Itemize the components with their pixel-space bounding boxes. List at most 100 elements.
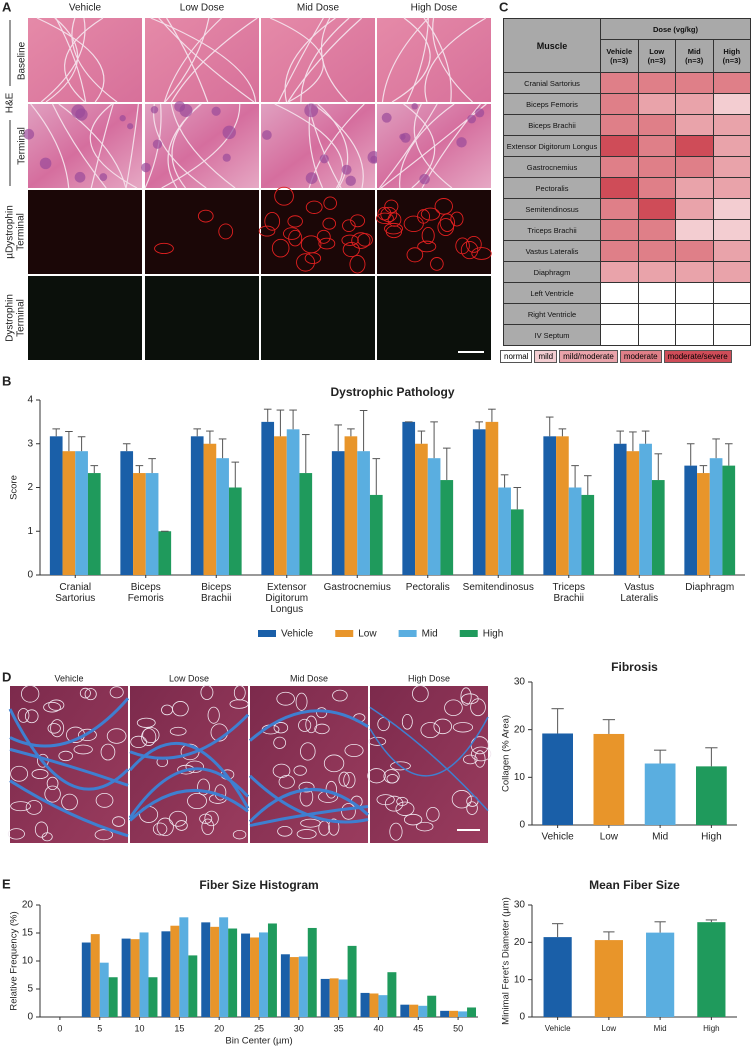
bar [542, 733, 573, 825]
bar [90, 934, 100, 1017]
bar [130, 939, 140, 1017]
fiber [58, 750, 74, 762]
heat-cell [600, 261, 639, 283]
fiber [61, 793, 78, 811]
bar [449, 1010, 459, 1017]
fiber [389, 822, 403, 841]
x-tick-label: 50 [453, 1023, 463, 1033]
x-tick-label: Semitendinosus [463, 582, 534, 593]
bar [639, 443, 652, 575]
tissue-texture [36, 17, 105, 103]
tissue-texture [320, 17, 348, 103]
fiber [377, 717, 390, 732]
row-label: Left Ventricle [503, 282, 601, 304]
bar [485, 421, 499, 575]
tissue-texture [399, 103, 455, 189]
fiber [46, 776, 59, 791]
legend-label: Mid [422, 629, 438, 640]
bar [219, 917, 229, 1017]
fiber [295, 692, 308, 711]
legend-label: High [483, 629, 504, 640]
fiber-outline [450, 211, 464, 227]
bar [344, 436, 358, 575]
bar [120, 451, 134, 575]
fiber [50, 719, 65, 738]
fiber-outline [341, 234, 359, 246]
bar [409, 1004, 419, 1017]
x-tick-label: Gastrocnemius [324, 582, 391, 593]
collagen [128, 742, 250, 810]
fiber [338, 771, 350, 787]
fiber [416, 821, 434, 832]
heatmap-row: Triceps Brachii [503, 219, 751, 241]
header-cell: Mid (n=3) [675, 39, 714, 73]
heat-cell [637, 282, 676, 304]
legend-item: normal [500, 350, 533, 363]
fiber [34, 821, 49, 838]
fiber-outline [465, 235, 482, 253]
heat-cell [675, 261, 714, 283]
heat-cell [637, 135, 676, 157]
bar [121, 938, 131, 1017]
tissue-cell [319, 154, 329, 164]
x-tick-label: 25 [254, 1023, 264, 1033]
tissue-texture [423, 17, 452, 103]
column-label: Low Dose [180, 3, 225, 14]
fiber [41, 832, 53, 842]
tissue-cell [305, 172, 318, 185]
legend-item: moderate/severe [663, 350, 732, 363]
fiber-outline [342, 241, 360, 258]
bar [81, 942, 91, 1017]
heatmap-row: Right Ventricle [503, 303, 751, 325]
tissue-cell [304, 103, 319, 118]
tissue-texture [161, 103, 241, 189]
fiber-outline [357, 233, 373, 247]
fiber-outline [351, 232, 371, 249]
fiber-outline [288, 229, 303, 247]
bar [556, 436, 569, 575]
x-tick-label: Vehicle [545, 1024, 571, 1033]
row-label: IV Septum [503, 324, 601, 346]
x-tick-label: Vastus Lateralis [620, 582, 658, 604]
heat-cell [600, 114, 639, 136]
heat-cell [637, 219, 676, 241]
heat-cell [637, 261, 676, 283]
heat-cell [675, 114, 714, 136]
collagen [369, 706, 489, 812]
micrograph [370, 686, 488, 843]
row-label: Semitendinosus [503, 198, 601, 220]
legend-swatch [258, 630, 276, 637]
fiber [433, 718, 453, 735]
heat-cell [675, 156, 714, 178]
heat-cell [712, 114, 751, 136]
x-tick-label: Low [600, 832, 619, 843]
fiber [156, 817, 174, 837]
legend-swatch [335, 630, 354, 637]
fiber [299, 787, 314, 807]
x-tick-label: 0 [57, 1023, 62, 1033]
fiber-outline [420, 207, 440, 221]
tissue-texture [90, 103, 114, 189]
row-label: Biceps Brachii [503, 114, 601, 136]
tissue-cell [152, 139, 163, 149]
fiber-outline [323, 196, 338, 210]
x-tick-label: 5 [97, 1023, 102, 1033]
tissue-texture [51, 103, 107, 189]
micrograph [145, 190, 259, 274]
bar [259, 932, 268, 1017]
fiber [332, 689, 348, 702]
column-label: Vehicle [69, 3, 102, 14]
tissue-cell [345, 175, 356, 187]
fiber [341, 803, 356, 820]
row-label: Extensor Digitorum Longus [503, 135, 601, 157]
heat-cell [637, 156, 676, 178]
heat-cell [712, 72, 751, 94]
fiber [466, 795, 479, 807]
row-label: Vastus Lateralis [503, 240, 601, 262]
fiber-outline [437, 218, 455, 236]
heat-cell [637, 303, 676, 325]
bar [75, 451, 88, 575]
bar [329, 978, 339, 1017]
bar [241, 933, 251, 1017]
chart-title: Fiber Size Histogram [199, 878, 318, 892]
